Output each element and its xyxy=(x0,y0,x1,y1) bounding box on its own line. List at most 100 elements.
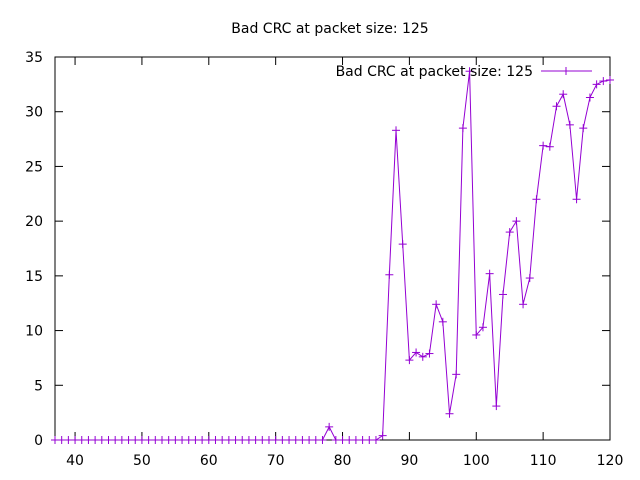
legend-label: Bad CRC at packet size: 125 xyxy=(336,64,533,80)
data-point-marker xyxy=(71,436,80,444)
data-point-marker xyxy=(351,436,360,444)
data-point-marker xyxy=(432,300,441,309)
data-point-marker xyxy=(104,436,113,444)
y-tick-label: 15 xyxy=(25,269,43,285)
data-point-marker xyxy=(151,436,160,444)
data-point-marker xyxy=(572,195,581,204)
chart-title: Bad CRC at packet size: 125 xyxy=(231,21,428,37)
data-point-marker xyxy=(385,270,394,279)
x-tick-label: 60 xyxy=(200,453,218,469)
x-tick-label: 110 xyxy=(530,453,557,469)
data-point-marker xyxy=(298,436,307,444)
x-tick-label: 100 xyxy=(463,453,490,469)
x-tick-label: 80 xyxy=(334,453,352,469)
data-point-marker xyxy=(412,348,421,357)
data-point-marker xyxy=(218,436,227,444)
x-tick-label: 120 xyxy=(597,453,624,469)
data-point-marker xyxy=(131,436,140,444)
data-point-marker xyxy=(64,436,73,444)
data-point-marker xyxy=(77,436,86,444)
data-point-marker xyxy=(525,274,534,283)
series-group xyxy=(51,67,614,444)
data-point-marker xyxy=(378,431,387,440)
data-point-marker xyxy=(606,75,614,84)
data-point-marker xyxy=(198,436,207,444)
data-point-marker xyxy=(157,436,166,444)
data-point-marker xyxy=(405,356,414,365)
x-tick-label: 90 xyxy=(400,453,418,469)
y-tick-label: 35 xyxy=(25,50,43,66)
data-point-marker xyxy=(285,436,294,444)
y-tick-label: 10 xyxy=(25,324,43,340)
data-point-marker xyxy=(445,409,454,418)
data-point-marker xyxy=(244,436,253,444)
data-point-marker xyxy=(505,228,514,237)
data-point-marker xyxy=(178,436,187,444)
data-point-marker xyxy=(519,300,528,309)
data-point-marker xyxy=(57,436,66,444)
data-point-marker xyxy=(264,436,273,444)
data-point-marker xyxy=(545,142,554,151)
data-point-marker xyxy=(97,436,106,444)
data-point-marker xyxy=(325,422,334,431)
y-tick-label: 5 xyxy=(34,378,43,394)
data-point-marker xyxy=(565,120,574,129)
data-point-marker xyxy=(452,370,461,379)
data-point-marker xyxy=(111,436,120,444)
y-tick-label: 25 xyxy=(25,159,43,175)
y-tick-label: 20 xyxy=(25,214,43,230)
legend-marker xyxy=(562,67,570,75)
data-point-marker xyxy=(238,436,247,444)
data-point-marker xyxy=(438,317,447,326)
data-point-marker xyxy=(579,124,588,133)
data-point-marker xyxy=(418,352,427,361)
data-point-marker xyxy=(258,436,267,444)
series-line xyxy=(55,71,611,441)
data-point-marker xyxy=(171,436,180,444)
legend: Bad CRC at packet size: 125 xyxy=(336,64,592,80)
data-point-marker xyxy=(458,124,467,133)
data-point-marker xyxy=(164,436,173,444)
data-point-marker xyxy=(485,269,494,278)
data-point-marker xyxy=(51,436,59,444)
data-point-marker xyxy=(331,436,340,444)
data-point-marker xyxy=(478,323,487,332)
x-axis: 40 50 60 70 80 90 100 110 120 xyxy=(66,57,623,469)
data-point-marker xyxy=(585,93,594,102)
data-point-marker xyxy=(144,436,153,444)
data-point-marker xyxy=(492,402,501,411)
data-point-marker xyxy=(117,436,126,444)
x-tick-label: 50 xyxy=(133,453,151,469)
data-point-marker xyxy=(191,436,200,444)
x-tick-label: 40 xyxy=(66,453,84,469)
data-point-marker xyxy=(398,240,407,249)
data-point-marker xyxy=(224,436,233,444)
data-point-marker xyxy=(499,290,508,299)
data-point-marker xyxy=(365,436,374,444)
plot-frame xyxy=(54,56,611,441)
data-point-marker xyxy=(137,436,146,444)
data-point-marker xyxy=(271,436,280,444)
y-tick-label: 0 xyxy=(34,433,43,449)
data-point-marker xyxy=(371,436,380,444)
data-point-marker xyxy=(84,436,93,444)
data-point-marker xyxy=(338,436,347,444)
data-point-marker xyxy=(539,141,548,150)
data-point-marker xyxy=(231,436,240,444)
data-point-marker xyxy=(291,436,300,444)
data-point-marker xyxy=(184,436,193,444)
data-point-marker xyxy=(211,436,220,444)
data-point-marker xyxy=(358,436,367,444)
data-point-marker xyxy=(318,436,327,444)
data-point-marker xyxy=(512,217,521,226)
data-point-marker xyxy=(311,436,320,444)
data-point-marker xyxy=(278,436,287,444)
data-point-marker xyxy=(251,436,260,444)
data-point-marker xyxy=(599,77,608,86)
data-point-marker xyxy=(91,436,100,444)
data-point-marker xyxy=(392,126,401,135)
data-point-marker xyxy=(465,67,474,76)
y-tick-label: 30 xyxy=(25,105,43,121)
data-point-marker xyxy=(425,349,434,358)
